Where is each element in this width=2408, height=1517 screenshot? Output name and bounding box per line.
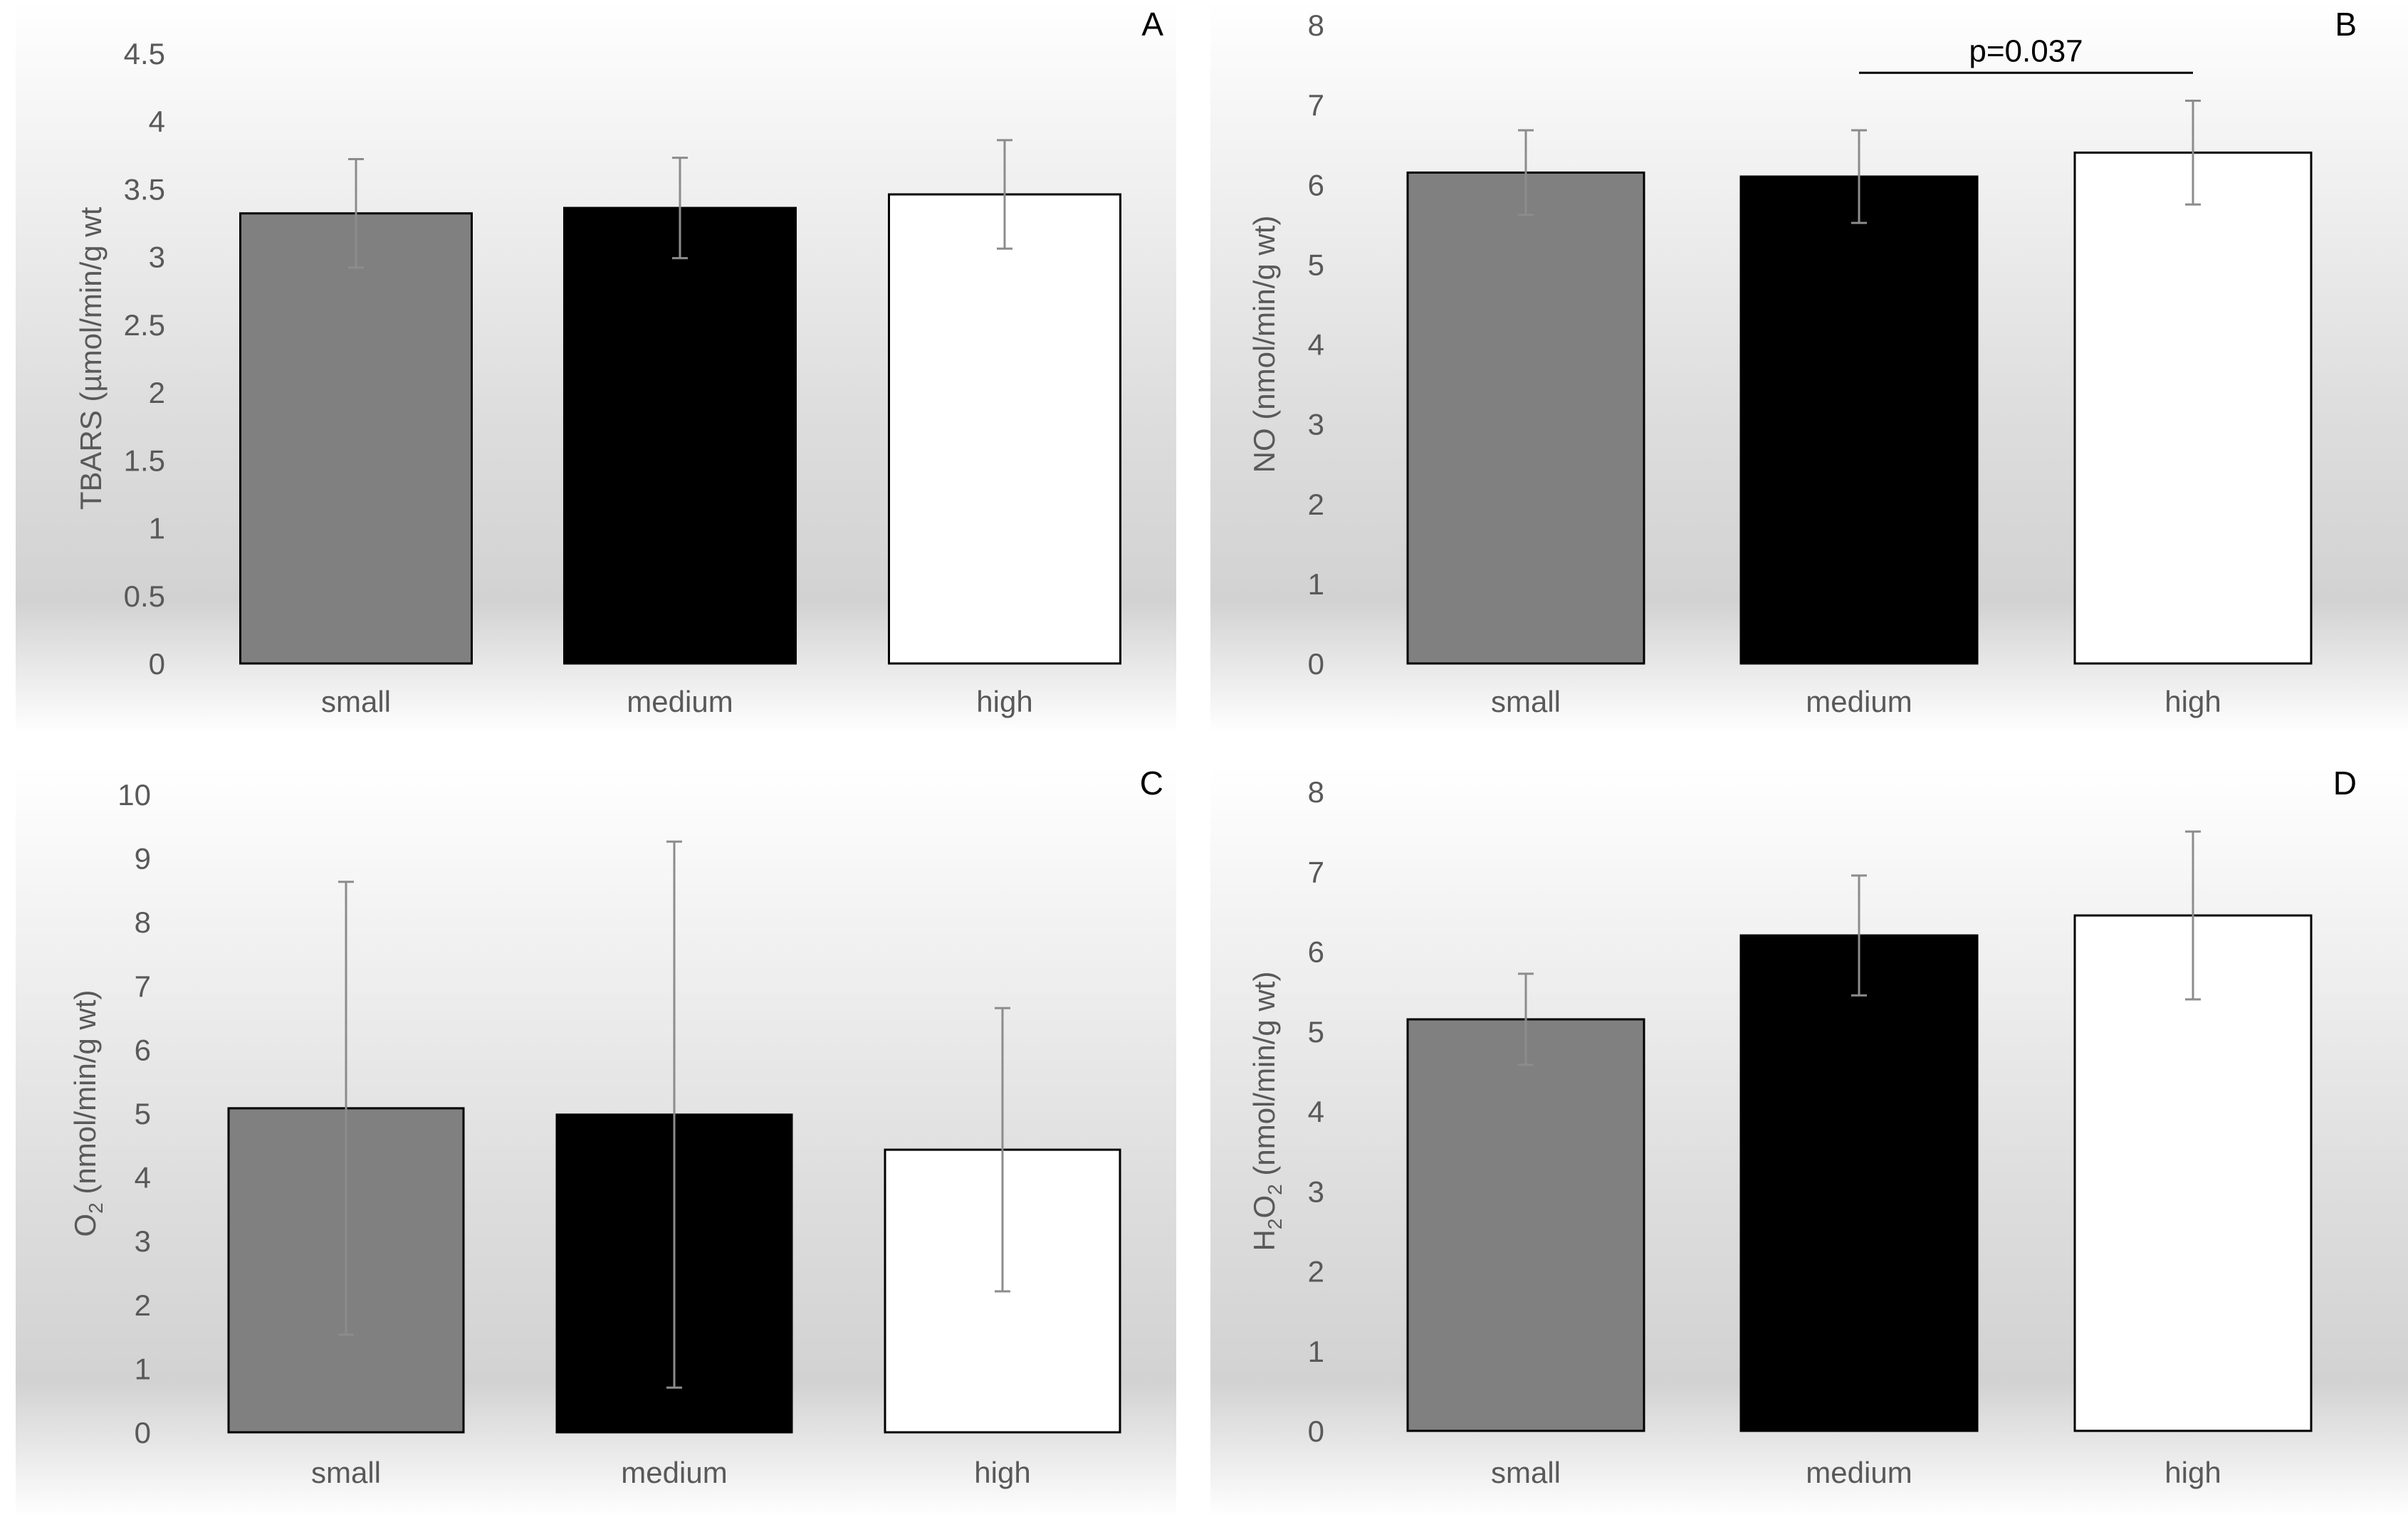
- bar-medium: [563, 206, 797, 665]
- bar-small: [1406, 1018, 1645, 1432]
- y-tick-label: 8: [1308, 9, 1324, 42]
- x-tick-label: small: [1491, 1456, 1561, 1489]
- panel-letter: A: [1141, 6, 1163, 43]
- y-tick-label: 2: [149, 376, 165, 409]
- chart-panel-c: 0 1 2 3 4 5 6 7 8 9 10 O2 (nmol/min/g wt) small mediu…: [16, 766, 1176, 1517]
- y-tick-label: 1: [135, 1352, 151, 1385]
- y-tick-label: 1: [149, 512, 165, 545]
- bar-chart-b: 0 1 2 3 4 5 6 7 8 NO (nmol/min/g wt) small medium hi…: [1247, 6, 2357, 718]
- y-axis-label-part: (nmol/min/g wt): [1247, 972, 1281, 1185]
- significance-label: p=0.037: [1969, 33, 2083, 68]
- y-tick-label: 0: [1308, 1414, 1324, 1448]
- y-tick-label: 0: [135, 1416, 151, 1449]
- y-tick-label: 2.5: [124, 308, 165, 342]
- bar-high: [2073, 914, 2313, 1432]
- y-tick-label: 4.5: [124, 37, 165, 70]
- y-tick-label: 4: [149, 105, 165, 138]
- y-tick-label: 2: [135, 1288, 151, 1322]
- chart-panel-d: 0 1 2 3 4 5 6 7 8 H2O2 (nmol/min/g wt) small medium…: [1210, 766, 2408, 1517]
- y-axis-label: H2O2 (nmol/min/g wt): [1247, 972, 1286, 1251]
- y-axis-label: NO (nmol/min/g wt): [1247, 216, 1281, 473]
- panel-letter: D: [2333, 766, 2357, 802]
- y-tick-label: 3: [1308, 408, 1324, 441]
- y-tick-label: 4: [135, 1161, 151, 1195]
- x-tick-label: medium: [1806, 1456, 1912, 1489]
- y-tick-label: 4: [1308, 1095, 1324, 1128]
- y-axis-label-part: (nmol/min/g wt): [68, 990, 102, 1203]
- y-tick-label: 7: [135, 970, 151, 1003]
- x-tick-label: high: [974, 1456, 1030, 1489]
- y-tick-label: 8: [1308, 775, 1324, 809]
- y-tick-label: 10: [117, 778, 151, 812]
- y-tick-label: 9: [135, 842, 151, 876]
- x-tick-label: small: [321, 685, 391, 718]
- x-tick-label: medium: [1806, 685, 1912, 718]
- x-tick-label: high: [2164, 685, 2221, 718]
- y-tick-label: 6: [135, 1033, 151, 1066]
- y-tick-label: 6: [1308, 935, 1324, 969]
- y-axis-label-part: O: [1247, 1195, 1281, 1219]
- y-tick-label: 7: [1308, 88, 1324, 122]
- y-tick-label: 3.5: [124, 172, 165, 206]
- bar-high: [888, 193, 1121, 665]
- y-axis-label: O2 (nmol/min/g wt): [68, 990, 107, 1237]
- y-tick-label: 2: [1308, 488, 1324, 521]
- bar-small: [239, 212, 473, 665]
- y-axis-label-subscript: 2: [1264, 1184, 1286, 1195]
- bar-high: [2073, 151, 2313, 665]
- y-tick-label: 1: [1308, 567, 1324, 601]
- x-tick-label: small: [1491, 685, 1561, 718]
- x-tick-label: high: [976, 685, 1032, 718]
- y-axis-label-subscript: 2: [85, 1202, 107, 1214]
- y-tick-label: 4: [1308, 328, 1324, 362]
- y-tick-label: 1: [1308, 1335, 1324, 1368]
- y-tick-label: 7: [1308, 855, 1324, 888]
- y-tick-label: 3: [135, 1224, 151, 1258]
- y-tick-label: 6: [1308, 168, 1324, 201]
- panel-letter: C: [1140, 766, 1163, 802]
- x-tick-label: high: [2164, 1456, 2221, 1489]
- chart-panel-a: 0 0.5 1 1.5 2 2.5 3 3.5 4 4.5 TBARS (µmol/min/g wt…: [16, 0, 1176, 733]
- y-tick-label: 0: [149, 647, 165, 681]
- y-tick-label: 8: [135, 906, 151, 939]
- x-tick-label: medium: [621, 1456, 727, 1489]
- chart-panel-b: 0 1 2 3 4 5 6 7 8 NO (nmol/min/g wt) small medium hi…: [1210, 0, 2408, 733]
- x-tick-label: medium: [627, 685, 733, 718]
- x-tick-label: small: [311, 1456, 381, 1489]
- y-tick-label: 2: [1308, 1255, 1324, 1288]
- y-axis-label: TBARS (µmol/min/g wt: [74, 206, 108, 510]
- y-tick-label: 0: [1308, 647, 1324, 681]
- y-tick-label: 0.5: [124, 579, 165, 613]
- y-axis-label-subscript: 2: [1264, 1219, 1286, 1230]
- y-tick-label: 5: [135, 1097, 151, 1130]
- y-tick-label: 3: [1308, 1175, 1324, 1208]
- panel-letter: B: [2335, 6, 2357, 43]
- bar-medium: [1739, 934, 1979, 1432]
- bar-small: [1406, 171, 1645, 665]
- y-tick-label: 5: [1308, 1015, 1324, 1049]
- y-axis-label-part: O: [68, 1214, 102, 1237]
- y-axis-label-part: H: [1247, 1229, 1281, 1251]
- y-tick-label: 5: [1308, 248, 1324, 281]
- bar-medium: [1739, 175, 1979, 665]
- y-tick-label: 3: [149, 241, 165, 274]
- bar-chart-a: 0 0.5 1 1.5 2 2.5 3 3.5 4 4.5 TBARS (µmol/min/g wt…: [74, 6, 1163, 718]
- y-tick-label: 1.5: [124, 443, 165, 477]
